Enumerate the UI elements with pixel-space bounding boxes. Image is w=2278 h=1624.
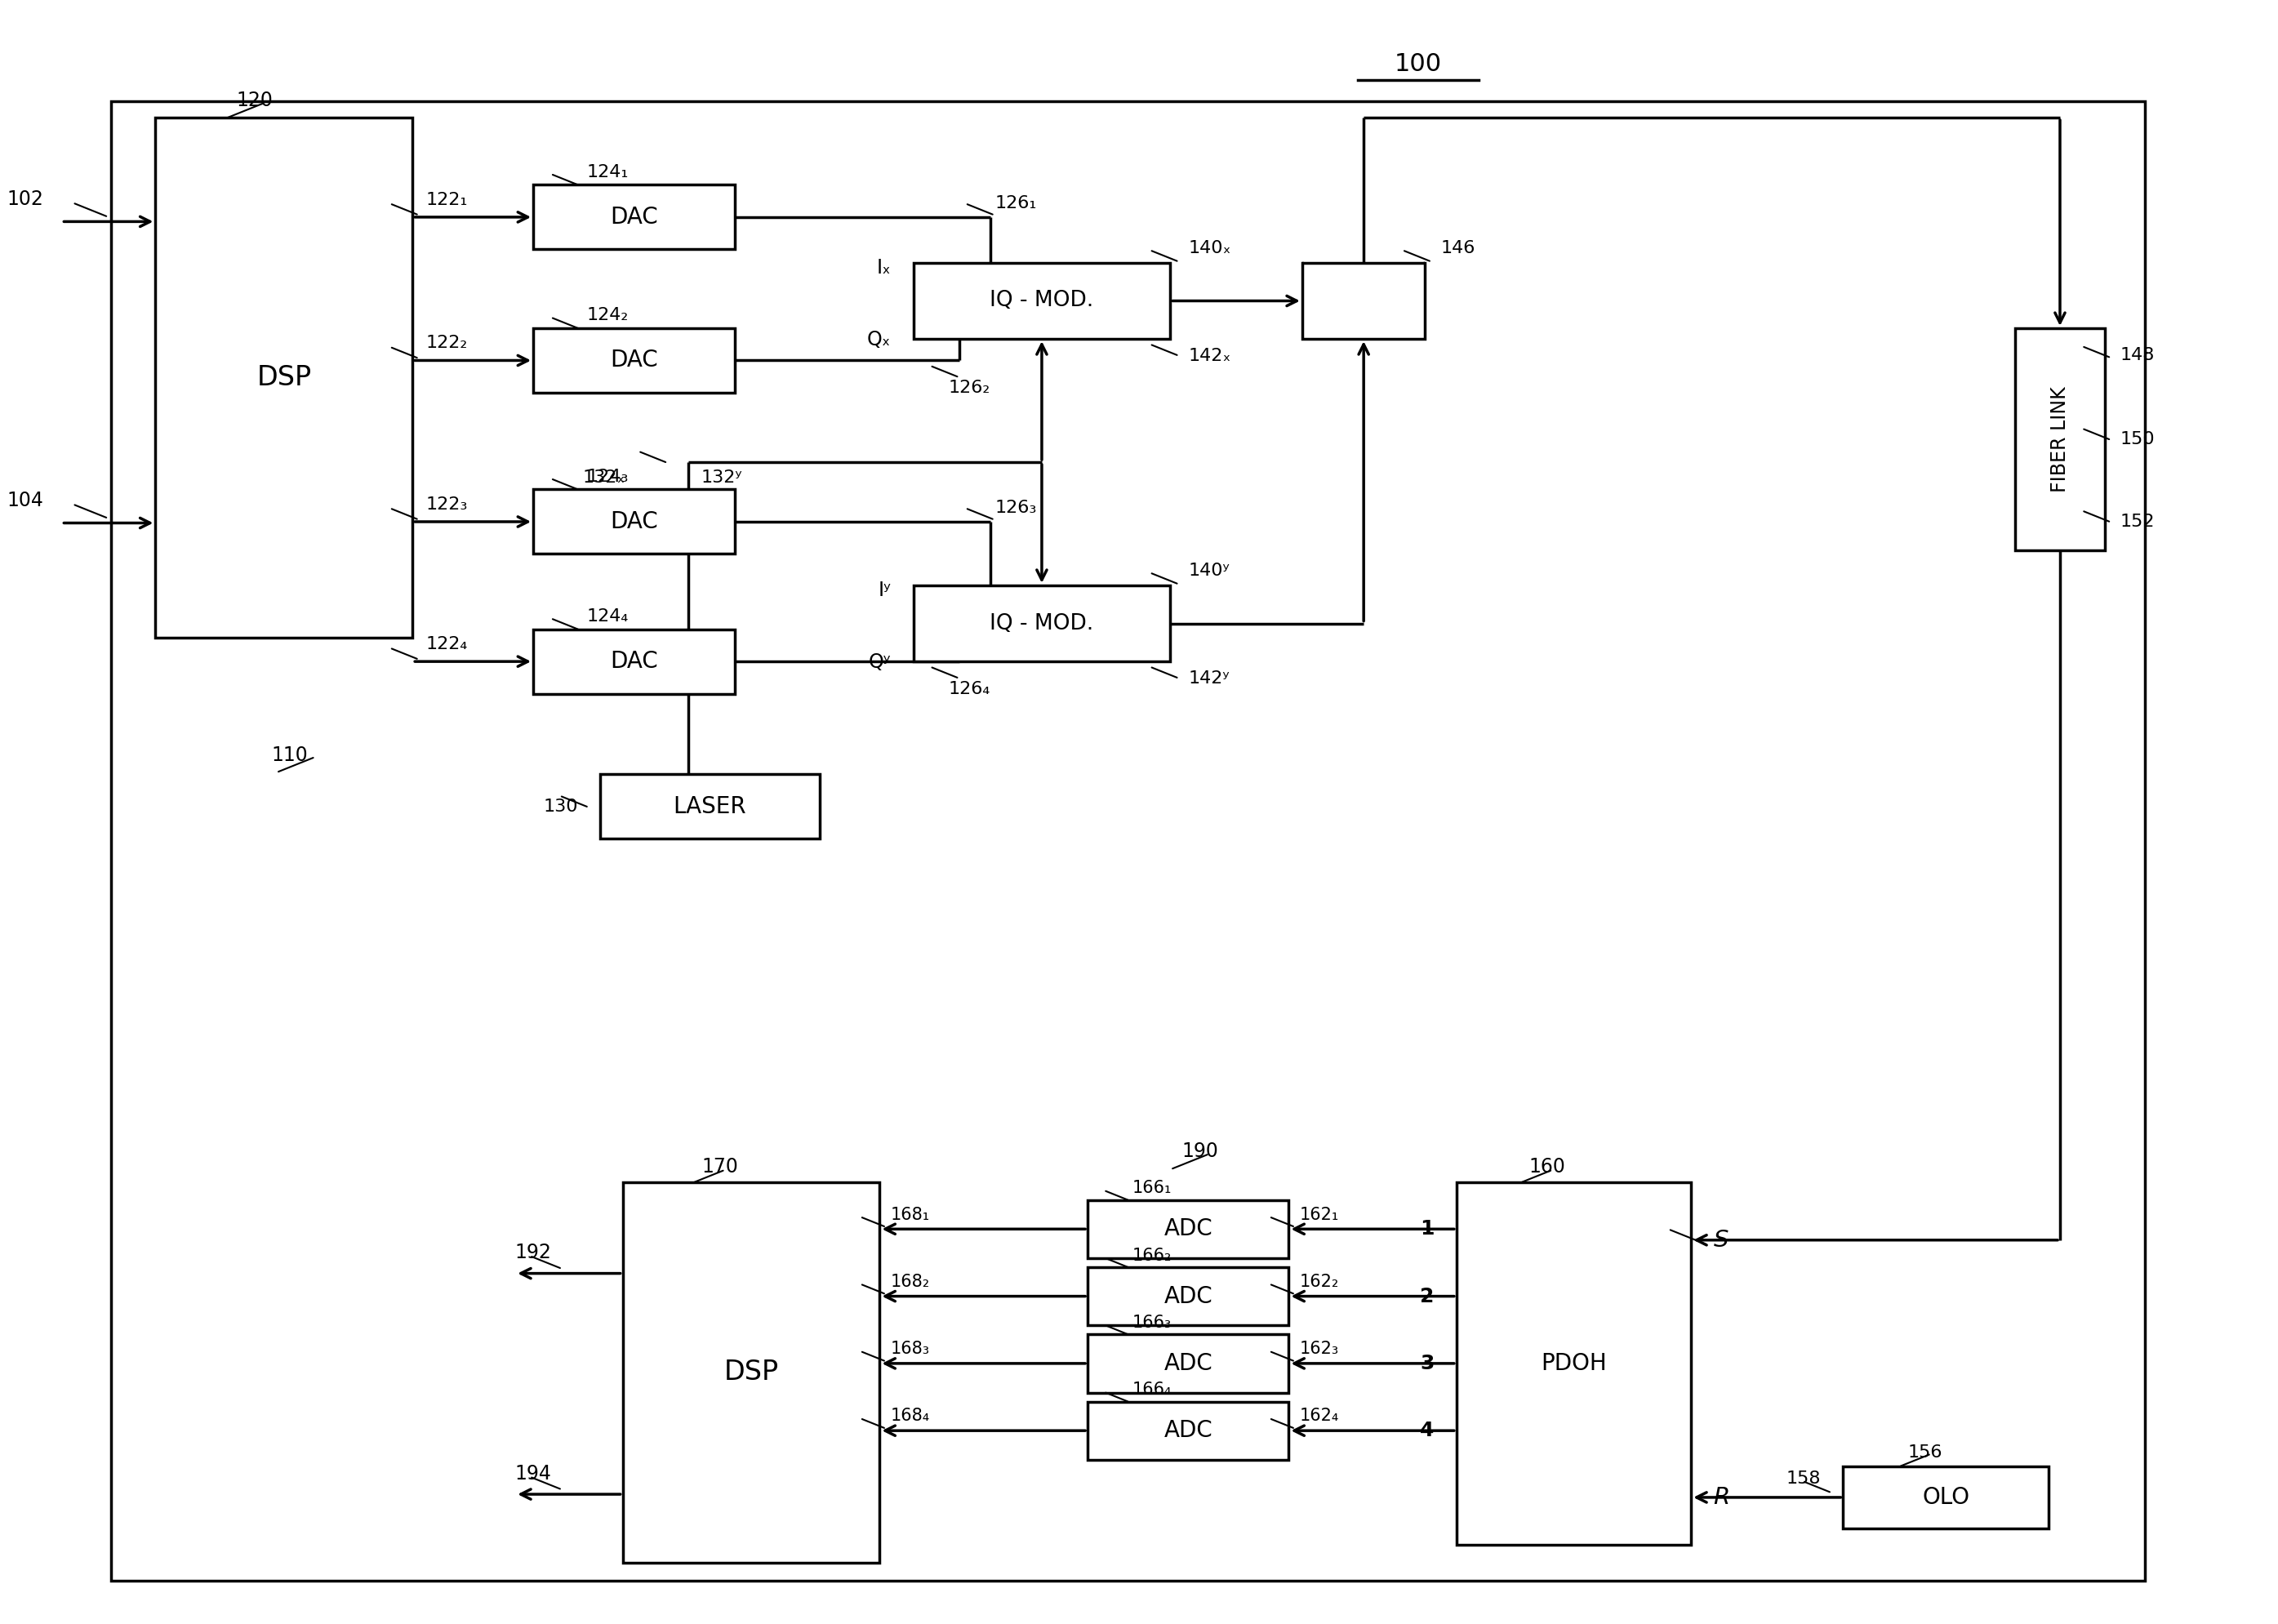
Text: 1: 1 xyxy=(1419,1220,1435,1239)
Text: 194: 194 xyxy=(515,1463,551,1483)
Text: 124₁: 124₁ xyxy=(588,164,629,180)
Bar xyxy=(913,585,1171,661)
Text: Iₓ: Iₓ xyxy=(877,258,891,278)
Text: 132ₓ: 132ₓ xyxy=(583,469,626,486)
Text: 120: 120 xyxy=(237,91,273,110)
Text: 168₃: 168₃ xyxy=(891,1341,929,1358)
Text: R: R xyxy=(1713,1486,1729,1509)
Text: 122₃: 122₃ xyxy=(426,497,467,513)
Bar xyxy=(1843,1466,2048,1528)
Text: 126₂: 126₂ xyxy=(948,380,991,396)
Text: 166₁: 166₁ xyxy=(1132,1181,1171,1197)
Text: 124₄: 124₄ xyxy=(588,609,629,625)
Text: 130: 130 xyxy=(542,799,579,815)
Bar xyxy=(1303,263,1426,339)
Text: 158: 158 xyxy=(1786,1470,1820,1486)
Bar xyxy=(601,775,820,840)
Text: 126₄: 126₄ xyxy=(948,680,991,697)
Text: 146: 146 xyxy=(1440,240,1476,257)
Text: 132ʸ: 132ʸ xyxy=(702,469,743,486)
Bar xyxy=(1087,1335,1289,1392)
Text: DSP: DSP xyxy=(257,364,312,391)
Bar xyxy=(1087,1200,1289,1259)
Text: 122₂: 122₂ xyxy=(426,335,467,351)
Text: 160: 160 xyxy=(1529,1156,1565,1177)
Text: DAC: DAC xyxy=(611,510,658,533)
Text: 126₃: 126₃ xyxy=(995,500,1036,516)
Text: 156: 156 xyxy=(1907,1444,1943,1460)
Text: OLO: OLO xyxy=(1923,1486,1970,1509)
Bar xyxy=(1087,1402,1289,1460)
Bar xyxy=(622,1182,879,1562)
Text: 162₃: 162₃ xyxy=(1301,1341,1339,1358)
Text: Qₓ: Qₓ xyxy=(868,330,891,349)
Text: 3: 3 xyxy=(1419,1354,1435,1374)
Text: Qʸ: Qʸ xyxy=(868,653,891,672)
Text: Iʸ: Iʸ xyxy=(877,580,891,599)
Bar xyxy=(2016,328,2105,551)
Text: 126₁: 126₁ xyxy=(995,195,1036,211)
Text: ADC: ADC xyxy=(1164,1285,1212,1307)
Bar xyxy=(913,263,1171,339)
Text: 190: 190 xyxy=(1182,1142,1219,1161)
Text: 140ʸ: 140ʸ xyxy=(1189,564,1230,580)
Text: 166₃: 166₃ xyxy=(1132,1314,1171,1330)
Bar xyxy=(155,117,412,637)
Text: 162₁: 162₁ xyxy=(1301,1207,1339,1223)
Text: DAC: DAC xyxy=(611,206,658,229)
Text: ADC: ADC xyxy=(1164,1218,1212,1241)
Text: FIBER LINK: FIBER LINK xyxy=(2050,387,2071,492)
Text: 124₂: 124₂ xyxy=(588,307,629,323)
Text: DAC: DAC xyxy=(611,650,658,672)
Text: 104: 104 xyxy=(7,490,43,510)
Text: 192: 192 xyxy=(515,1242,551,1262)
Text: 152: 152 xyxy=(2121,513,2155,529)
Text: 122₄: 122₄ xyxy=(426,637,467,653)
Text: 166₄: 166₄ xyxy=(1132,1382,1171,1398)
Text: 140ₓ: 140ₓ xyxy=(1189,240,1230,257)
Bar xyxy=(1456,1182,1690,1544)
Bar xyxy=(533,185,734,250)
Text: 170: 170 xyxy=(702,1156,738,1177)
Text: 102: 102 xyxy=(7,190,43,209)
Text: 168₁: 168₁ xyxy=(891,1207,929,1223)
Bar xyxy=(1087,1267,1289,1325)
Text: 168₂: 168₂ xyxy=(891,1273,929,1289)
Text: 2: 2 xyxy=(1419,1286,1435,1306)
Text: 168₄: 168₄ xyxy=(891,1408,929,1424)
Text: 142ₓ: 142ₓ xyxy=(1189,348,1230,364)
Text: 122₁: 122₁ xyxy=(426,192,467,208)
Text: 100: 100 xyxy=(1394,52,1442,76)
Text: IQ - MOD.: IQ - MOD. xyxy=(991,612,1093,633)
Text: LASER: LASER xyxy=(674,796,747,818)
Bar xyxy=(533,628,734,693)
Text: ADC: ADC xyxy=(1164,1419,1212,1442)
Text: ADC: ADC xyxy=(1164,1353,1212,1376)
Text: 142ʸ: 142ʸ xyxy=(1189,671,1230,687)
Bar xyxy=(533,489,734,554)
Text: 162₂: 162₂ xyxy=(1301,1273,1339,1289)
Text: 124₃: 124₃ xyxy=(588,469,629,486)
Text: 166₂: 166₂ xyxy=(1132,1247,1171,1263)
Text: 150: 150 xyxy=(2121,430,2155,448)
Text: IQ - MOD.: IQ - MOD. xyxy=(991,291,1093,312)
Text: 162₄: 162₄ xyxy=(1301,1408,1339,1424)
Text: DAC: DAC xyxy=(611,349,658,372)
Text: 4: 4 xyxy=(1419,1421,1435,1440)
Text: 148: 148 xyxy=(2121,346,2155,364)
Text: PDOH: PDOH xyxy=(1540,1353,1606,1376)
Text: DSP: DSP xyxy=(724,1359,779,1385)
Text: 110: 110 xyxy=(271,745,308,765)
Text: S: S xyxy=(1713,1229,1729,1252)
Bar xyxy=(533,328,734,393)
